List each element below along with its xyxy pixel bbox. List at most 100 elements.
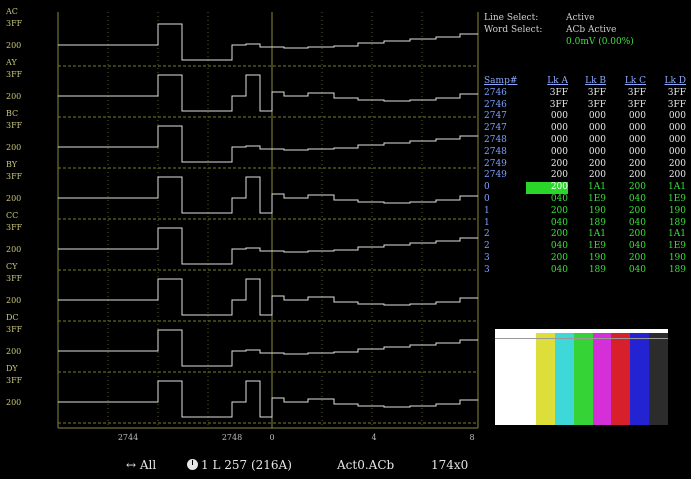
cell-a: 040: [550, 241, 568, 252]
cell-b: 1A1: [588, 182, 606, 193]
table-row[interactable]: 2748 000 000 000 000: [484, 147, 689, 159]
table-row[interactable]: 2746 3FF 3FF 3FF 3FF: [484, 88, 689, 100]
cell-c: 000: [628, 123, 646, 134]
cell-c: 000: [628, 134, 646, 145]
channel-name: DC: [6, 313, 19, 322]
cell-a: 040: [550, 193, 568, 204]
waveform-trace: [58, 74, 478, 112]
level-3ff-label: 3FF: [6, 223, 23, 232]
table-row[interactable]: 0 040 1E9 040 1E9: [484, 194, 689, 206]
table-row[interactable]: 2746 3FF 3FF 3FF 3FF: [484, 100, 689, 112]
channel-name: BY: [6, 160, 18, 169]
cell-samp: 2747: [484, 111, 507, 122]
word-select-value[interactable]: ACb Active: [566, 25, 617, 35]
cell-samp: 1: [484, 205, 490, 216]
x-axis-tick-label: 4: [371, 433, 376, 442]
table-row[interactable]: 2747 000 000 000 000: [484, 111, 689, 123]
table-body: 2746 3FF 3FF 3FF 3FF 2746 3FF 3FF 3FF 3FF 2747 000 0…: [484, 88, 689, 277]
level-3ff-label: 3FF: [6, 376, 23, 385]
waveform-trace: [58, 23, 478, 61]
cell-samp: 2: [484, 229, 490, 240]
cell-c: 000: [628, 146, 646, 157]
table-row[interactable]: 2749 200 200 200 200: [484, 159, 689, 171]
color-bar: [554, 333, 574, 425]
line-select-value[interactable]: Active: [566, 13, 595, 23]
cell-samp: 2749: [484, 170, 507, 181]
cell-samp: 2746: [484, 87, 507, 98]
cell-samp: 2747: [484, 123, 507, 134]
table-row[interactable]: 2 040 1E9 040 1E9: [484, 241, 689, 253]
cell-d: 000: [668, 146, 686, 157]
cell-d: 000: [668, 123, 686, 134]
cell-a: 3FF: [549, 99, 568, 110]
x-axis-tick-label: 8: [469, 433, 474, 442]
table-row[interactable]: 2 200 1A1 200 1A1: [484, 229, 689, 241]
header-lk-c: Lk C: [624, 76, 646, 86]
waveform-trace: [58, 329, 478, 367]
cell-c: 200: [628, 170, 646, 181]
table-row[interactable]: 2747 000 000 000 000: [484, 123, 689, 135]
selection-info: Line Select: Active Word Select: ACb Act…: [484, 12, 689, 48]
cell-c: 040: [628, 193, 646, 204]
all-mode-label[interactable]: ↔ All: [126, 458, 157, 472]
table-row[interactable]: 3 040 189 040 189: [484, 265, 689, 277]
table-row[interactable]: 1 040 189 040 189: [484, 218, 689, 230]
size-label: 174x0: [431, 458, 469, 472]
cell-c: 000: [628, 111, 646, 122]
header-samp: Samp#: [484, 76, 518, 86]
cell-d: 3FF: [667, 87, 686, 98]
cell-a: 040: [550, 217, 568, 228]
data-waveform-display: 2744 2748 0 4 8 AC 3FF 200 AY 3FF 200 BC 3FF 200 BY 3FF…: [5, 7, 479, 442]
header-lk-d: Lk D: [664, 76, 686, 86]
cell-b: 189: [588, 217, 606, 228]
cell-b: 1A1: [588, 229, 606, 240]
cell-d: 200: [668, 170, 686, 181]
cell-d: 1E9: [667, 193, 686, 204]
cell-samp: 2746: [484, 99, 507, 110]
cell-c: 3FF: [627, 99, 646, 110]
line-indicator[interactable]: 1 L 257 (216A): [187, 458, 292, 472]
cell-b: 189: [588, 264, 606, 275]
cell-b: 000: [588, 134, 606, 145]
channel-name: CY: [6, 262, 18, 271]
cell-d: 189: [668, 264, 686, 275]
waveform-svg: 2744 2748 0 4 8 AC 3FF 200 AY 3FF 200 BC 3FF 200 BY 3FF…: [5, 7, 479, 442]
cell-a: 200: [550, 252, 568, 263]
cell-b: 190: [588, 252, 606, 263]
channel-name: AY: [5, 58, 17, 67]
cell-c: 200: [628, 158, 646, 169]
waveform-trace: [58, 176, 478, 214]
cell-d: 190: [668, 205, 686, 216]
x-axis-tick-label: 2748: [222, 433, 242, 442]
waveform-trace: [58, 125, 478, 163]
cell-a: 200: [550, 229, 568, 240]
table-row[interactable]: 2749 200 200 200 200: [484, 170, 689, 182]
table-row[interactable]: 3 200 190 200 190: [484, 253, 689, 265]
cell-samp: 2748: [484, 134, 507, 145]
cell-samp: 2749: [484, 158, 507, 169]
table-row[interactable]: 1 200 190 200 190: [484, 206, 689, 218]
cell-samp: 2: [484, 241, 490, 252]
channel-name: BC: [6, 109, 18, 118]
color-bar: [611, 333, 631, 425]
level-3ff-label: 3FF: [6, 325, 23, 334]
x-axis-tick-label: 2744: [118, 433, 138, 442]
cell-a: 040: [550, 264, 568, 275]
channel-name: AC: [5, 7, 18, 16]
cell-d: 3FF: [667, 99, 686, 110]
sample-table: Samp# Lk A Lk B Lk C Lk D 2746 3FF 3FF 3FF 3…: [484, 76, 689, 277]
cell-b: 200: [588, 170, 606, 181]
table-row[interactable]: 2748 000 000 000 000: [484, 135, 689, 147]
table-row[interactable]: 0 200 1A1 200 1A1: [484, 182, 689, 194]
cell-a: 000: [550, 134, 568, 145]
level-200-label: 200: [6, 398, 21, 407]
word-select-label: Word Select:: [484, 25, 543, 35]
cell-d: 190: [668, 252, 686, 263]
cell-c: 040: [628, 241, 646, 252]
cell-a: 000: [550, 146, 568, 157]
cell-samp: 3: [484, 264, 490, 275]
level-3ff-label: 3FF: [6, 172, 23, 181]
cell-b: 000: [588, 111, 606, 122]
waveform-trace: [58, 278, 478, 316]
cell-d: 189: [668, 217, 686, 228]
